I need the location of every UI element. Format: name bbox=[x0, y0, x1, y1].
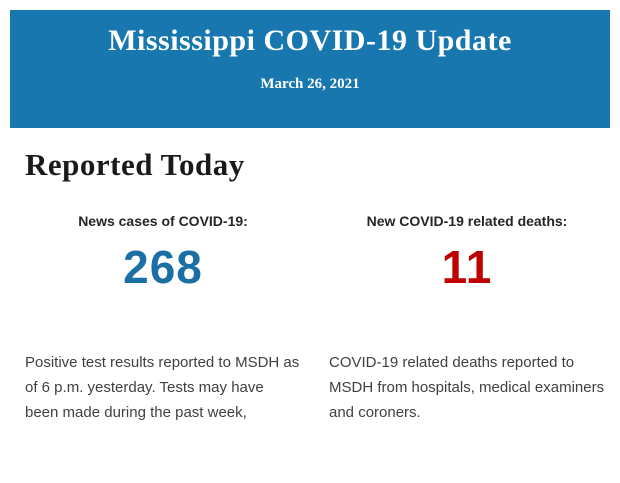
new-cases-label: News cases of COVID-19: bbox=[78, 213, 248, 229]
stats-row: News cases of COVID-19: 268 Positive tes… bbox=[25, 213, 605, 425]
deaths-value: 11 bbox=[441, 241, 493, 293]
newsletter-title: Mississippi COVID-19 Update bbox=[108, 24, 512, 57]
stat-column-new-cases: News cases of COVID-19: 268 Positive tes… bbox=[25, 213, 301, 425]
deaths-description: COVID-19 related deaths reported to MSDH… bbox=[329, 354, 605, 421]
section-heading: Reported Today bbox=[25, 147, 245, 182]
stat-column-deaths: New COVID-19 related deaths: 11 COVID-19… bbox=[329, 213, 605, 425]
new-cases-description: Positive test results reported to MSDH a… bbox=[25, 354, 300, 421]
newsletter-date: March 26, 2021 bbox=[260, 76, 360, 92]
deaths-label: New COVID-19 related deaths: bbox=[366, 213, 568, 229]
newsletter-header: Mississippi COVID-19 Update March 26, 20… bbox=[10, 10, 610, 128]
content-area: Reported Today News cases of COVID-19: 2… bbox=[25, 128, 605, 425]
new-cases-value: 268 bbox=[123, 241, 203, 293]
